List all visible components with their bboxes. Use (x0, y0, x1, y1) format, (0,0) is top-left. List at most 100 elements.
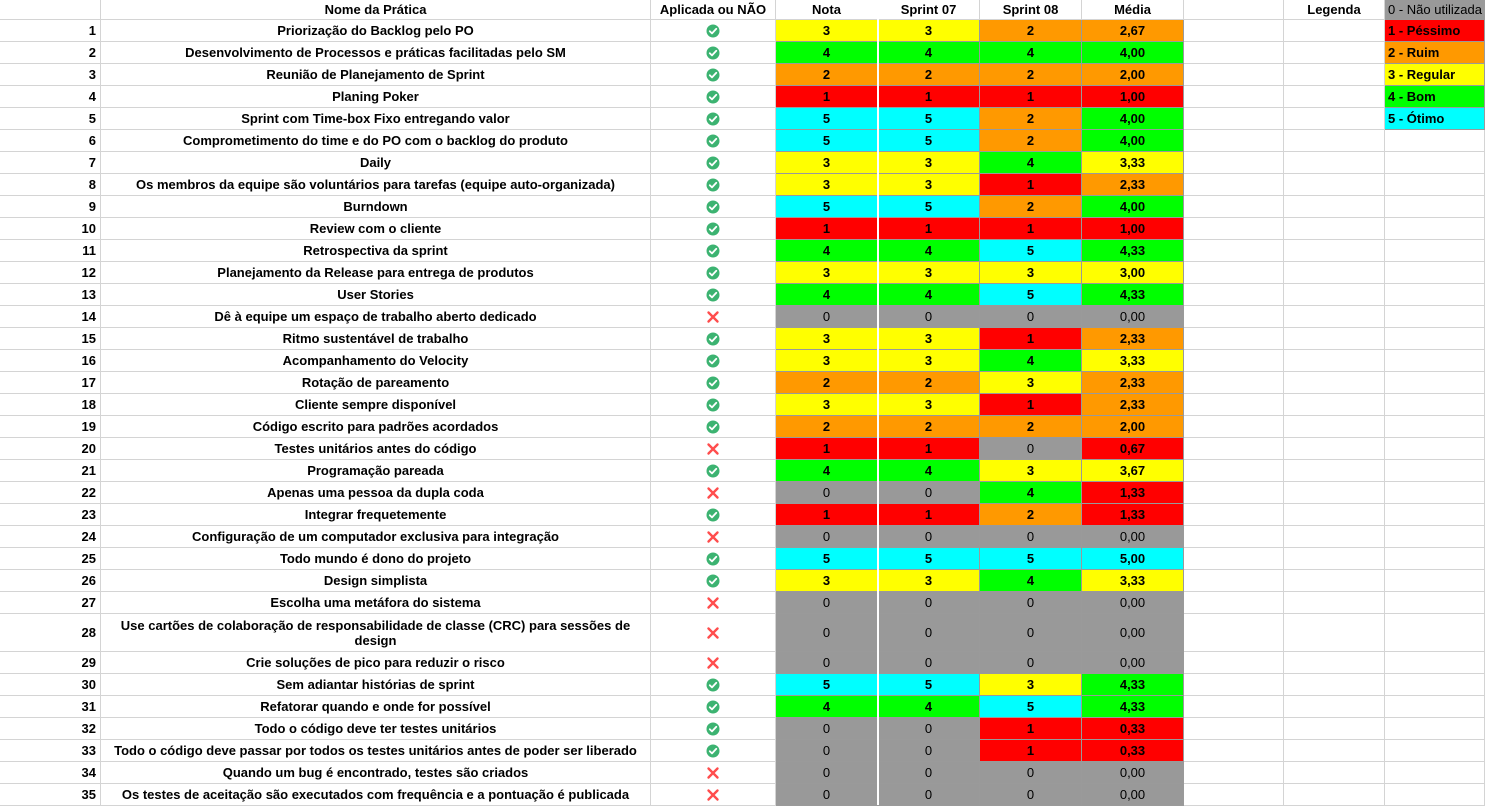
score-nota[interactable]: 3 (776, 350, 878, 372)
score-nota[interactable]: 5 (776, 130, 878, 152)
applied-cell[interactable] (651, 64, 776, 86)
applied-cell[interactable] (651, 592, 776, 614)
row-number[interactable]: 9 (0, 196, 101, 218)
row-number[interactable]: 8 (0, 174, 101, 196)
applied-cell[interactable] (651, 240, 776, 262)
score-nota[interactable]: 1 (776, 504, 878, 526)
empty-cell[interactable] (1184, 696, 1284, 718)
applied-cell[interactable] (651, 174, 776, 196)
empty-cell[interactable] (1385, 306, 1485, 328)
row-number[interactable]: 26 (0, 570, 101, 592)
applied-cell[interactable] (651, 42, 776, 64)
empty-cell[interactable] (1284, 762, 1385, 784)
score-media[interactable]: 3,33 (1082, 570, 1184, 592)
score-sprint-07[interactable]: 4 (878, 284, 980, 306)
row-number[interactable]: 24 (0, 526, 101, 548)
row-number[interactable]: 19 (0, 416, 101, 438)
applied-cell[interactable] (651, 306, 776, 328)
empty-cell[interactable] (1184, 482, 1284, 504)
score-media[interactable]: 2,33 (1082, 372, 1184, 394)
row-number[interactable]: 27 (0, 592, 101, 614)
score-media[interactable]: 4,33 (1082, 240, 1184, 262)
score-media[interactable]: 4,00 (1082, 196, 1184, 218)
empty-cell[interactable] (1385, 674, 1485, 696)
empty-cell[interactable] (1385, 284, 1485, 306)
empty-cell[interactable] (1184, 372, 1284, 394)
empty-cell[interactable] (1184, 20, 1284, 42)
empty-cell[interactable] (1284, 718, 1385, 740)
applied-cell[interactable] (651, 526, 776, 548)
practice-name[interactable]: Código escrito para padrões acordados (101, 416, 651, 438)
empty-cell[interactable] (1184, 306, 1284, 328)
score-media[interactable]: 2,00 (1082, 64, 1184, 86)
score-media[interactable]: 4,00 (1082, 42, 1184, 64)
empty-cell[interactable] (1284, 174, 1385, 196)
score-sprint-07[interactable]: 3 (878, 394, 980, 416)
score-nota[interactable]: 3 (776, 328, 878, 350)
empty-cell[interactable] (1284, 482, 1385, 504)
row-number[interactable]: 25 (0, 548, 101, 570)
score-media[interactable]: 4,33 (1082, 284, 1184, 306)
header-name[interactable]: Nome da Prática (101, 0, 651, 20)
score-media[interactable]: 4,00 (1082, 130, 1184, 152)
applied-cell[interactable] (651, 570, 776, 592)
score-sprint-07[interactable]: 5 (878, 674, 980, 696)
score-media[interactable]: 3,33 (1082, 350, 1184, 372)
legend-item[interactable]: 4 - Bom (1385, 86, 1485, 108)
applied-cell[interactable] (651, 196, 776, 218)
header-legenda[interactable]: Legenda (1284, 0, 1385, 20)
legend-item[interactable]: 2 - Ruim (1385, 42, 1485, 64)
score-sprint-07[interactable]: 3 (878, 570, 980, 592)
empty-cell[interactable] (1184, 64, 1284, 86)
score-sprint-07[interactable]: 1 (878, 218, 980, 240)
score-nota[interactable]: 3 (776, 394, 878, 416)
score-nota[interactable]: 1 (776, 438, 878, 460)
empty-cell[interactable] (1184, 284, 1284, 306)
practice-name[interactable]: Integrar frequetemente (101, 504, 651, 526)
empty-cell[interactable] (1284, 696, 1385, 718)
score-sprint-07[interactable]: 0 (878, 762, 980, 784)
applied-cell[interactable] (651, 328, 776, 350)
score-sprint-08[interactable]: 0 (980, 614, 1082, 652)
applied-cell[interactable] (651, 350, 776, 372)
score-sprint-08[interactable]: 3 (980, 674, 1082, 696)
score-sprint-07[interactable]: 2 (878, 64, 980, 86)
empty-cell[interactable] (1385, 740, 1485, 762)
score-nota[interactable]: 2 (776, 64, 878, 86)
applied-cell[interactable] (651, 416, 776, 438)
score-nota[interactable]: 5 (776, 674, 878, 696)
score-sprint-07[interactable]: 4 (878, 696, 980, 718)
score-media[interactable]: 4,33 (1082, 696, 1184, 718)
score-media[interactable]: 2,33 (1082, 394, 1184, 416)
score-sprint-08[interactable]: 1 (980, 328, 1082, 350)
score-nota[interactable]: 0 (776, 652, 878, 674)
row-number[interactable]: 2 (0, 42, 101, 64)
score-sprint-07[interactable]: 2 (878, 372, 980, 394)
empty-cell[interactable] (1284, 152, 1385, 174)
applied-cell[interactable] (651, 372, 776, 394)
score-sprint-08[interactable]: 2 (980, 108, 1082, 130)
score-sprint-08[interactable]: 3 (980, 372, 1082, 394)
score-media[interactable]: 1,00 (1082, 218, 1184, 240)
score-sprint-08[interactable]: 0 (980, 592, 1082, 614)
score-media[interactable]: 0,33 (1082, 718, 1184, 740)
empty-cell[interactable] (1284, 460, 1385, 482)
empty-cell[interactable] (1385, 652, 1485, 674)
empty-cell[interactable] (1385, 394, 1485, 416)
score-nota[interactable]: 0 (776, 784, 878, 806)
practice-name[interactable]: Dê à equipe um espaço de trabalho aberto… (101, 306, 651, 328)
empty-cell[interactable] (1184, 130, 1284, 152)
score-sprint-07[interactable]: 0 (878, 592, 980, 614)
score-nota[interactable]: 4 (776, 240, 878, 262)
row-number[interactable]: 5 (0, 108, 101, 130)
empty-cell[interactable] (1385, 526, 1485, 548)
empty-cell[interactable] (1385, 548, 1485, 570)
empty-cell[interactable] (1284, 218, 1385, 240)
empty-cell[interactable] (1284, 306, 1385, 328)
applied-cell[interactable] (651, 460, 776, 482)
applied-cell[interactable] (651, 718, 776, 740)
score-nota[interactable]: 1 (776, 218, 878, 240)
score-sprint-07[interactable]: 0 (878, 614, 980, 652)
empty-cell[interactable] (1184, 174, 1284, 196)
applied-cell[interactable] (651, 696, 776, 718)
